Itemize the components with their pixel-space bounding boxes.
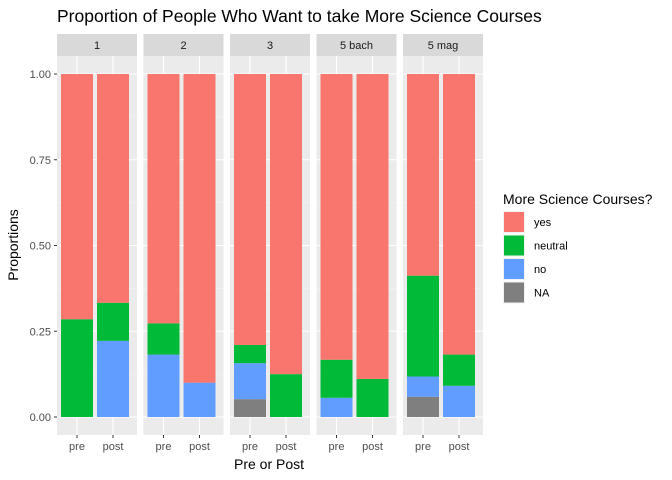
x-tick-label: pre (156, 441, 172, 453)
bar-segment-neutral (147, 323, 180, 355)
facet-panel: 3 pre post (230, 34, 310, 453)
bar-segment-yes (147, 74, 180, 324)
x-tick-label: post (449, 441, 470, 453)
facet-panel: 5 mag pre post (403, 34, 483, 453)
y-tick-label: 0.75 (30, 155, 51, 167)
bar-segment-yes (270, 74, 302, 375)
bar-segment-yes (356, 74, 389, 379)
bar-segment-neutral (97, 302, 129, 341)
bar-segment-no (320, 397, 353, 417)
legend-label-yes: yes (534, 217, 552, 229)
x-tick-label: pre (329, 441, 345, 453)
x-tick-label: pre (242, 441, 258, 453)
y-axis-title: Proportions (5, 209, 21, 281)
facet-strip-label: 1 (94, 40, 100, 52)
facet-panel: 5 bach pre post (316, 34, 397, 453)
legend-swatch-neutral (504, 235, 524, 256)
legend-label-no: no (534, 264, 546, 276)
bar-segment-yes (97, 74, 129, 303)
bar-segment-na (407, 396, 439, 417)
x-tick-label: post (103, 441, 124, 453)
y-tick-label: 0.00 (30, 412, 51, 424)
chart-title: Proportion of People Who Want to take Mo… (57, 6, 542, 26)
legend-swatch-yes (504, 212, 524, 232)
facet-strip-label: 2 (180, 40, 186, 52)
bar-segment-neutral (356, 378, 389, 417)
bar-segment-na (234, 399, 266, 417)
legend: More Science Courses? yes neutral no NA (503, 191, 653, 304)
y-tick-label: 0.50 (30, 241, 51, 253)
bar-segment-yes (443, 74, 475, 355)
facet-panel: 2 pre post (143, 34, 224, 453)
y-tick-label: 1.00 (30, 69, 51, 81)
facet-strip-label: 5 bach (340, 40, 373, 52)
x-axis-title: Pre or Post (234, 456, 304, 472)
bar-segment-yes (61, 74, 93, 320)
bar-segment-no (443, 385, 475, 417)
legend-swatch-na (504, 282, 524, 303)
bar-segment-yes (183, 74, 216, 383)
facet-strip (143, 34, 224, 56)
bar-segment-neutral (61, 319, 93, 417)
bar-segment-neutral (407, 275, 439, 377)
y-axis: 0.00 0.25 0.50 0.75 1.00 (30, 69, 57, 424)
facet-strip (403, 34, 483, 56)
bar-segment-neutral (270, 374, 302, 417)
legend-label-na: NA (534, 288, 550, 300)
legend-label-neutral: neutral (534, 241, 568, 253)
bar-segment-neutral (320, 359, 353, 398)
bar-segment-no (97, 340, 129, 417)
y-tick-label: 0.25 (30, 326, 51, 338)
bar-segment-yes (234, 74, 266, 345)
bar-segment-yes (320, 74, 353, 360)
facet-panel: 1 pre post (57, 34, 137, 453)
bar-segment-neutral (234, 344, 266, 364)
x-tick-label: post (276, 441, 297, 453)
bar-segment-no (183, 382, 216, 417)
bar-segment-yes (407, 74, 439, 276)
bar-segment-no (407, 376, 439, 397)
x-tick-label: post (189, 441, 210, 453)
facet-strip (230, 34, 310, 56)
facet-strip-label: 5 mag (428, 40, 459, 52)
facet-strip (57, 34, 137, 56)
x-tick-label: pre (69, 441, 85, 453)
legend-swatch-no (504, 259, 524, 279)
bar-segment-no (147, 354, 180, 417)
bar-segment-neutral (443, 354, 475, 386)
bar-segment-no (234, 363, 266, 400)
x-tick-label: pre (415, 441, 431, 453)
x-tick-label: post (362, 441, 383, 453)
facet-strip (316, 34, 397, 56)
legend-title: More Science Courses? (503, 191, 653, 207)
facet-strip-label: 3 (267, 40, 273, 52)
